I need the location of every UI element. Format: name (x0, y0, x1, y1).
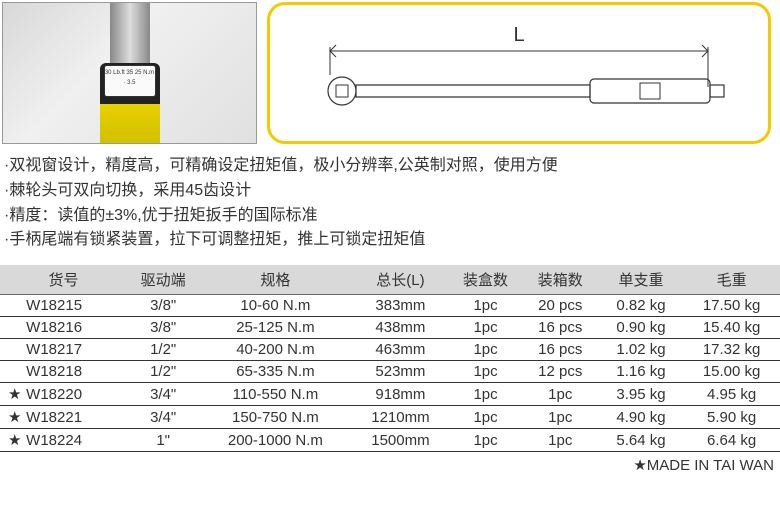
star-icon: ★ (8, 408, 22, 426)
table-row: ★ W182213/4"150-750 N.m1210mm1pc1pc4.90 … (0, 406, 780, 429)
table-cell: 1pc (449, 406, 521, 429)
table-cell: 15.40 kg (683, 317, 780, 339)
column-header: 规格 (199, 265, 351, 295)
table-cell: 1pc (449, 317, 521, 339)
table-cell: 25-125 N.m (199, 317, 351, 339)
column-header: 单支重 (599, 265, 683, 295)
feature-list: 双视窗设计，精度高，可精确设定扭矩值，极小分辨率,公英制对照，使用方便棘轮头可双… (0, 146, 780, 265)
table-cell: 65-335 N.m (199, 361, 351, 383)
table-cell: 3/4" (127, 406, 199, 429)
table-cell: 16 pcs (522, 317, 599, 339)
table-cell: 16 pcs (522, 339, 599, 361)
table-cell: 150-750 N.m (199, 406, 351, 429)
table-cell: 918mm (351, 383, 449, 406)
table-cell: 1.02 kg (599, 339, 683, 361)
table-cell: 1pc (449, 429, 521, 452)
table-cell: 6.64 kg (683, 429, 780, 452)
table-row: W182163/8"25-125 N.m438mm1pc16 pcs0.90 k… (0, 317, 780, 339)
table-cell: 523mm (351, 361, 449, 383)
table-row: ★ W182241"200-1000 N.m1500mm1pc1pc5.64 k… (0, 429, 780, 452)
table-cell: W18218 (0, 361, 127, 383)
column-header: 毛重 (683, 265, 780, 295)
table-row: W182181/2"65-335 N.m523mm1pc12 pcs1.16 k… (0, 361, 780, 383)
table-cell: 40-200 N.m (199, 339, 351, 361)
table-cell: 463mm (351, 339, 449, 361)
table-cell: 5.64 kg (599, 429, 683, 452)
table-cell: 1pc (522, 406, 599, 429)
spec-table: 货号驱动端规格总长(L)装盒数装箱数单支重毛重 W182153/8"10-60 … (0, 265, 780, 452)
table-cell: 1pc (449, 383, 521, 406)
table-cell: 1/2" (127, 361, 199, 383)
table-cell: 4.95 kg (683, 383, 780, 406)
table-cell: 3/8" (127, 295, 199, 317)
table-cell: 0.90 kg (599, 317, 683, 339)
table-cell: 3.95 kg (599, 383, 683, 406)
table-cell: 17.50 kg (683, 295, 780, 317)
feature-item: 棘轮头可双向切换，采用45齿设计 (4, 179, 776, 204)
gauge-readout: 30 Lb.ft 35 25 N.m · 3.5 (104, 65, 156, 97)
table-row: ★ W182203/4"110-550 N.m918mm1pc1pc3.95 k… (0, 383, 780, 406)
table-cell: ★ W18224 (0, 429, 127, 452)
column-header: 货号 (0, 265, 127, 295)
table-cell: 1210mm (351, 406, 449, 429)
table-cell: W18217 (0, 339, 127, 361)
table-row: W182153/8"10-60 N.m383mm1pc20 pcs0.82 kg… (0, 295, 780, 317)
table-cell: ★ W18221 (0, 406, 127, 429)
table-cell: 1/2" (127, 339, 199, 361)
table-cell: 200-1000 N.m (199, 429, 351, 452)
table-cell: W18216 (0, 317, 127, 339)
origin-note: ★MADE IN TAI WAN (0, 452, 780, 476)
table-cell: 17.32 kg (683, 339, 780, 361)
table-cell: 1pc (522, 383, 599, 406)
table-cell: 438mm (351, 317, 449, 339)
star-icon: ★ (8, 431, 22, 449)
length-label: L (513, 24, 524, 46)
table-cell: 1.16 kg (599, 361, 683, 383)
table-cell: 1pc (449, 295, 521, 317)
table-cell: 20 pcs (522, 295, 599, 317)
feature-item: 精度：读值的±3%,优于扭矩扳手的国际标准 (4, 204, 776, 229)
table-cell: W18215 (0, 295, 127, 317)
table-cell: 1" (127, 429, 199, 452)
feature-item: 手柄尾端有锁紧装置，拉下可调整扭矩，推上可锁定扭矩值 (4, 228, 776, 253)
table-cell: 0.82 kg (599, 295, 683, 317)
feature-item: 双视窗设计，精度高，可精确设定扭矩值，极小分辨率,公英制对照，使用方便 (4, 154, 776, 179)
column-header: 装箱数 (522, 265, 599, 295)
table-cell: 12 pcs (522, 361, 599, 383)
table-cell: 1500mm (351, 429, 449, 452)
table-cell: 1pc (449, 361, 521, 383)
table-cell: 1pc (449, 339, 521, 361)
column-header: 装盒数 (449, 265, 521, 295)
table-cell: 110-550 N.m (199, 383, 351, 406)
table-cell: 5.90 kg (683, 406, 780, 429)
table-row: W182171/2"40-200 N.m463mm1pc16 pcs1.02 k… (0, 339, 780, 361)
column-header: 总长(L) (351, 265, 449, 295)
table-cell: 10-60 N.m (199, 295, 351, 317)
table-cell: 383mm (351, 295, 449, 317)
table-cell: ★ W18220 (0, 383, 127, 406)
table-cell: 3/4" (127, 383, 199, 406)
table-cell: 4.90 kg (599, 406, 683, 429)
table-cell: 3/8" (127, 317, 199, 339)
product-photo: 30 Lb.ft 35 25 N.m · 3.5 (2, 2, 257, 144)
table-cell: 1pc (522, 429, 599, 452)
dimension-diagram: L (267, 2, 771, 144)
star-icon: ★ (8, 385, 22, 403)
column-header: 驱动端 (127, 265, 199, 295)
table-cell: 15.00 kg (683, 361, 780, 383)
